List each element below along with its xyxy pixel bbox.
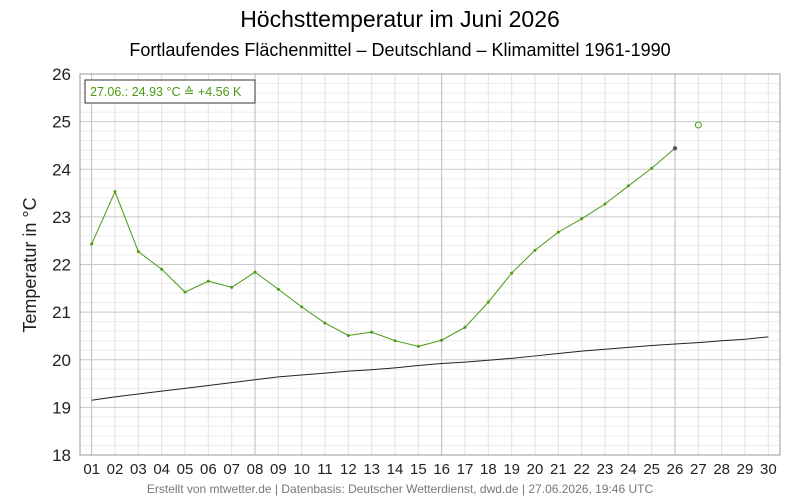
x-tick-label: 05 [177, 461, 194, 478]
x-tick-label: 13 [363, 461, 380, 478]
y-tick-label: 24 [52, 160, 71, 179]
x-tick-label: 02 [107, 461, 124, 478]
data-point [346, 333, 350, 337]
series-line-climate-mean [91, 336, 769, 401]
data-point [230, 285, 234, 289]
x-tick-labels: 01 02 03 04 05 06 07 08 09 10 11 12 13 14 15 16 17 18 19 20… [83, 461, 776, 478]
data-point [533, 248, 537, 252]
x-tick-label: 08 [247, 461, 264, 478]
x-tick-label: 10 [293, 461, 310, 478]
data-point [253, 270, 257, 274]
x-tick-label: 26 [667, 461, 684, 478]
x-tick-label: 03 [130, 461, 147, 478]
annotation-text: 27.06.: 24.93 °C ≙ +4.56 K [90, 85, 242, 99]
x-tick-label: 12 [340, 461, 357, 478]
x-tick-label: 09 [270, 461, 287, 478]
x-tick-label: 19 [503, 461, 520, 478]
data-point [672, 146, 678, 151]
data-point [556, 230, 560, 234]
series-layer [90, 121, 769, 401]
x-tick-label: 17 [457, 461, 474, 478]
x-tick-label: 07 [223, 461, 240, 478]
data-point [300, 305, 304, 309]
series-line-2026 [91, 147, 676, 347]
y-tick-label: 21 [52, 303, 71, 322]
y-tick-label: 23 [52, 208, 71, 227]
y-tick-label: 25 [52, 113, 71, 132]
x-tick-label: 25 [643, 461, 660, 478]
data-point [626, 184, 630, 188]
annotation-box: 27.06.: 24.93 °C ≙ +4.56 K [84, 79, 256, 104]
plot-border [79, 73, 781, 456]
data-point [650, 166, 654, 170]
data-point [90, 242, 94, 246]
y-tick-label: 20 [52, 351, 71, 370]
x-tick-label: 04 [153, 461, 170, 478]
data-point [160, 267, 164, 271]
y-tick-labels: 18 19 20 21 22 23 24 25 26 [52, 65, 71, 465]
x-tick-label: 20 [527, 461, 544, 478]
forecast-point [694, 121, 702, 129]
grid [80, 73, 780, 456]
x-tick-label: 21 [550, 461, 567, 478]
y-axis-label: Temperatur in °C [20, 197, 40, 332]
data-point [206, 279, 210, 283]
chart-subtitle: Fortlaufendes Flächenmittel – Deutschlan… [129, 40, 670, 60]
annotation-frame [84, 79, 256, 104]
data-point [440, 338, 444, 342]
data-point [510, 271, 514, 275]
data-point [580, 217, 584, 221]
x-tick-label: 29 [737, 461, 754, 478]
x-tick-label: 16 [433, 461, 450, 478]
data-point [183, 290, 187, 294]
y-tick-label: 26 [52, 65, 71, 84]
x-tick-label: 24 [620, 461, 637, 478]
data-point [370, 330, 374, 334]
footer-credits: Erstellt von mtwetter.de | Datenbasis: D… [147, 482, 654, 496]
data-point [113, 190, 117, 194]
x-tick-label: 06 [200, 461, 217, 478]
data-point [276, 287, 280, 291]
x-tick-label: 28 [713, 461, 730, 478]
data-point [323, 321, 327, 325]
data-point [393, 339, 397, 343]
data-point [416, 344, 420, 348]
x-tick-label: 11 [317, 461, 333, 478]
data-point [136, 250, 140, 254]
y-tick-label: 19 [52, 398, 71, 417]
x-tick-label: 18 [480, 461, 497, 478]
y-tick-label: 18 [52, 446, 71, 465]
x-tick-label: 01 [83, 461, 100, 478]
data-point [463, 325, 467, 329]
data-point [486, 300, 490, 304]
x-tick-label: 15 [410, 461, 427, 478]
data-point [603, 202, 607, 206]
x-tick-label: 30 [760, 461, 777, 478]
x-tick-label: 22 [573, 461, 590, 478]
x-tick-label: 27 [690, 461, 707, 478]
x-tick-label: 23 [597, 461, 614, 478]
y-tick-label: 22 [52, 256, 71, 275]
x-tick-label: 14 [387, 461, 404, 478]
chart-title: Höchsttemperatur im Juni 2026 [240, 6, 560, 32]
